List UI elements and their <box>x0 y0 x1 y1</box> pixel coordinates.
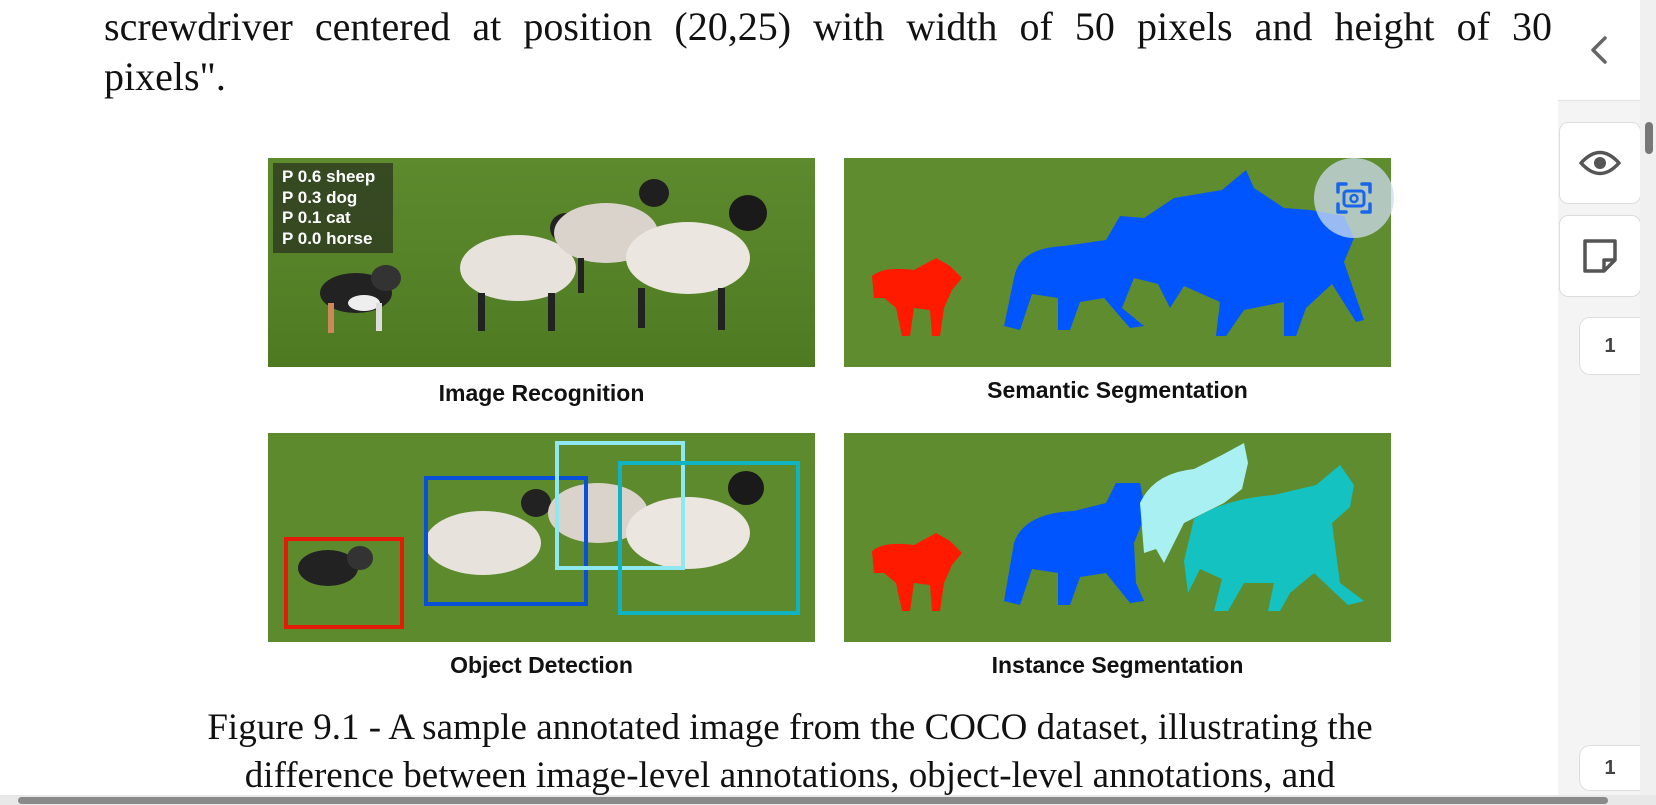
eye-icon <box>1579 150 1621 176</box>
page-marker[interactable]: 1 <box>1580 746 1640 790</box>
figure-panel-semantic-segmentation <box>844 158 1391 367</box>
paragraph-line: screwdriver centered at position (20,25)… <box>104 4 1552 49</box>
screen-capture-button[interactable] <box>1314 158 1394 238</box>
view-mode-button[interactable] <box>1560 123 1640 203</box>
panel-label: Object Detection <box>450 652 633 678</box>
sheep-mask-light <box>1140 443 1248 563</box>
horizontal-scroll-thumb[interactable] <box>18 797 1608 804</box>
collapse-sidebar-button[interactable] <box>1558 0 1640 101</box>
probability-label: P 0.6 sheep <box>282 167 376 186</box>
detection-box-sheep <box>424 476 588 606</box>
add-note-button[interactable] <box>1560 216 1640 296</box>
panel-label: Semantic Segmentation <box>987 377 1248 403</box>
class-probabilities: P 0.6 sheep P 0.3 dog P 0.1 cat P 0.0 ho… <box>273 163 393 253</box>
sheep-mask-teal <box>1184 465 1364 611</box>
sheep-mask-blue <box>1004 483 1146 605</box>
vertical-scroll-thumb[interactable] <box>1645 122 1653 154</box>
sticky-note-icon <box>1583 239 1617 273</box>
document-viewport: screwdriver centered at position (20,25)… <box>104 4 1552 795</box>
panel-label: Instance Segmentation <box>991 652 1244 678</box>
page-marker[interactable]: 1 <box>1580 318 1640 374</box>
dog-mask <box>872 258 962 336</box>
figure-panel-instance-segmentation <box>844 433 1391 642</box>
detection-box-sheep <box>618 461 800 615</box>
probability-label: P 0.3 dog <box>282 187 358 207</box>
figure-panel-image-recognition: P 0.6 sheep P 0.3 dog P 0.1 cat P 0.0 ho… <box>268 158 815 367</box>
paragraph-line: pixels". <box>104 54 226 99</box>
probability-label: P 0.1 cat <box>282 208 351 227</box>
probability-label: P 0.0 horse <box>282 228 373 248</box>
screen-capture-icon <box>1336 182 1372 214</box>
figure-caption-line: difference between image-level annotatio… <box>244 755 1336 795</box>
figure-panel-object-detection <box>268 433 815 642</box>
dog-mask <box>872 533 962 611</box>
panel-label: Image Recognition <box>438 380 645 406</box>
sheep-mask <box>1004 170 1364 336</box>
chevron-left-icon <box>1591 36 1607 64</box>
figure-caption-line: Figure 9.1 - A sample annotated image fr… <box>207 707 1373 748</box>
vertical-scrollbar[interactable] <box>1640 0 1656 795</box>
detection-box-dog <box>284 537 404 629</box>
dog-figure <box>320 265 401 333</box>
